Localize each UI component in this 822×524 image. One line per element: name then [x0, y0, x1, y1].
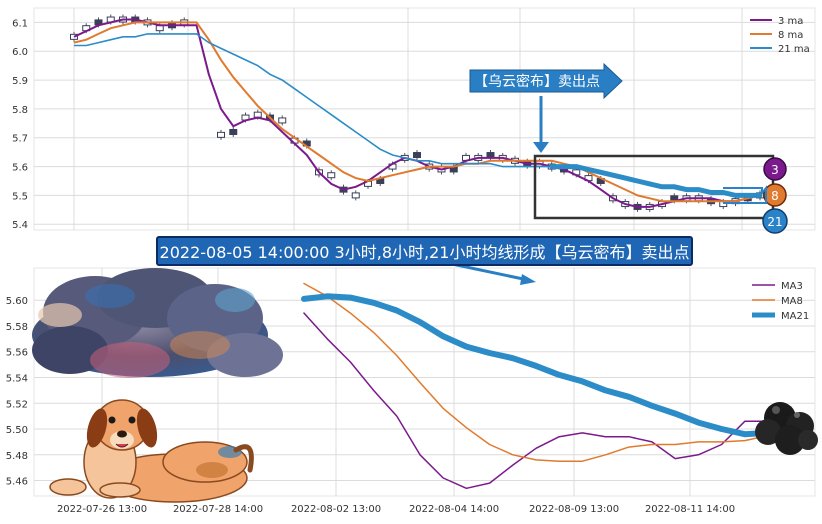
- bottom-series-line-1: [303, 312, 769, 490]
- bottom-x-tick-label: 2022-08-09 13:00: [529, 504, 619, 515]
- svg-text:8: 8: [771, 189, 779, 203]
- candle-body: [413, 152, 421, 159]
- top-y-tick-label: 5.7: [12, 134, 28, 145]
- candle-body: [327, 172, 336, 179]
- top-legend-label: 8 ma: [778, 30, 803, 41]
- top-legend: 3 ma 8 ma 21 ma: [750, 16, 810, 55]
- signal-banner: 2022-08-05 14:00:00 3小时,8小时,21小时均线形成【乌云密…: [156, 236, 693, 266]
- candle-body: [278, 117, 287, 124]
- top-y-tick-label: 5.6: [12, 163, 28, 174]
- bottom-x-tick-label: 2022-07-26 13:00: [57, 504, 147, 515]
- candle-body: [217, 131, 225, 138]
- bottom-y-tick-label: 5.48: [6, 451, 28, 462]
- bottom-y-tick-label: 5.52: [6, 399, 28, 410]
- bottom-legend: MA3 MA8 MA21: [752, 281, 809, 322]
- top-y-tick-label: 5.5: [12, 191, 28, 202]
- candle-body: [253, 111, 262, 118]
- bottom-y-tick-label: 5.60: [6, 296, 28, 307]
- top-y-tick-label: 5.4: [12, 220, 28, 231]
- bottom-series-line-2: [303, 282, 769, 462]
- bottom-y-tick-label: 5.54: [6, 373, 28, 384]
- bottom-legend-label: MA3: [781, 281, 803, 292]
- callout-label: 【乌云密布】卖出点: [474, 73, 600, 90]
- bottom-series-line-3: [301, 293, 771, 438]
- bottom-y-tick-label: 5.50: [6, 425, 28, 436]
- ma8-badge: 8: [763, 183, 787, 207]
- candle-body: [229, 128, 238, 135]
- callout-arrow: 【乌云密布】卖出点: [469, 62, 623, 153]
- top-series: [73, 18, 763, 208]
- badge-connector: [723, 185, 767, 204]
- top-y-ticks: 5.4 5.5 5.6 5.7 5.8 5.9 6.0 6.1: [12, 18, 28, 231]
- top-legend-label: 3 ma: [778, 16, 803, 27]
- bottom-x-tick-label: 2022-08-11 14:00: [645, 504, 735, 515]
- top-y-tick-label: 5.9: [12, 76, 28, 87]
- ma21-badge: 21: [762, 208, 788, 234]
- bottom-legend-label: MA21: [781, 311, 809, 322]
- top-grid: [34, 8, 815, 230]
- bottom-x-tick-label: 2022-07-28 14:00: [173, 504, 263, 515]
- ma3-badge: 3: [763, 157, 787, 181]
- candle-body: [70, 33, 78, 40]
- storm-cloud-illustration: [32, 268, 283, 378]
- top-ma21-highlight: [549, 164, 763, 198]
- top-legend-label: 21 ma: [778, 44, 810, 55]
- bottom-y-tick-label: 5.46: [6, 477, 28, 488]
- bottom-y-tick-label: 5.58: [6, 322, 28, 333]
- bottom-x-tick-label: 2022-08-02 13:00: [291, 504, 381, 515]
- candle-body: [351, 192, 360, 199]
- candle-body: [155, 25, 164, 32]
- top-series-line-2: [73, 21, 761, 203]
- bottom-x-tick-label: 2022-08-04 14:00: [409, 504, 499, 515]
- top-y-tick-label: 5.8: [12, 105, 28, 116]
- banner-pointer: [451, 262, 536, 285]
- candle-body: [486, 152, 495, 159]
- bottom-x-ticks: 2022-07-26 13:00 2022-07-28 14:00 2022-08-…: [57, 504, 735, 515]
- bottom-series: [301, 282, 771, 490]
- bottom-y-tick-label: 5.56: [6, 348, 28, 359]
- top-y-tick-label: 6.0: [12, 47, 28, 58]
- bottom-legend-label: MA8: [781, 296, 803, 307]
- top-panel-frame: [33, 7, 816, 231]
- bottom-y-ticks: 5.46 5.48 5.50 5.52 5.54 5.56 5.58 5.60: [6, 296, 28, 487]
- black-cloud-icon: [755, 402, 818, 455]
- top-y-tick-label: 6.1: [12, 18, 28, 29]
- dog-illustration: [49, 399, 254, 503]
- svg-text:3: 3: [771, 163, 779, 177]
- svg-text:21: 21: [767, 215, 782, 229]
